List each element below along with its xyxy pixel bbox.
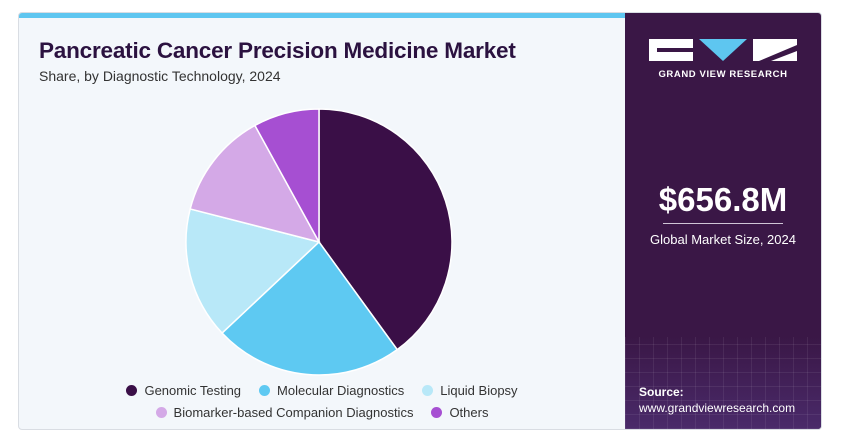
legend-item-liquid-biopsy: Liquid Biopsy — [422, 382, 518, 398]
legend-dot — [431, 406, 443, 418]
legend-dot — [422, 384, 434, 396]
pie-slice-liquid-biopsy — [185, 208, 321, 335]
source-label: Source: — [639, 385, 684, 399]
legend-dot — [155, 406, 167, 418]
pie-slice-genomic-testing — [318, 108, 453, 351]
pie-slice-others — [253, 108, 320, 243]
pie-chart — [185, 108, 453, 376]
pie-slice-molecular-diagnostics — [220, 240, 399, 376]
legend-row-2: Biomarker-based Companion Diagnostics Ot… — [19, 401, 625, 423]
market-size-value: $656.8M — [658, 181, 788, 218]
legend-item-molecular-diagnostics: Molecular Diagnostics — [259, 383, 404, 398]
source-link[interactable]: www.grandviewresearch.com — [639, 401, 796, 415]
chart-area: Pancreatic Cancer Precision Medicine Mar… — [19, 18, 625, 429]
legend-label: Others — [449, 404, 489, 420]
accent-bar — [19, 13, 625, 18]
pie-slice-biomarker-based-companion-diagnostics — [189, 124, 321, 244]
divider — [663, 223, 783, 224]
legend-item-genomic-testing: Genomic Testing — [126, 383, 241, 398]
legend-dot — [126, 384, 138, 396]
grid-decoration — [625, 337, 821, 429]
gvr-logo-icon — [649, 39, 797, 61]
legend-label: Biomarker-based Companion Diagnostics — [173, 404, 414, 420]
brand-name: GRAND VIEW RESEARCH — [658, 69, 788, 80]
legend-item-others: Others — [431, 405, 488, 420]
sidebar-panel: GRAND VIEW RESEARCH $656.8M Global Marke… — [625, 13, 821, 429]
market-size-label: Global Market Size, 2024 — [650, 232, 796, 247]
chart-card: Pancreatic Cancer Precision Medicine Mar… — [18, 12, 822, 430]
chart-subtitle: Share, by Diagnostic Technology, 2024 — [39, 68, 281, 84]
legend-label: Genomic Testing — [144, 382, 242, 398]
legend-label: Molecular Diagnostics — [277, 382, 405, 398]
legend-row-1: Genomic Testing Molecular Diagnostics Li… — [19, 379, 625, 401]
legend-dot — [259, 384, 271, 396]
chart-legend: Genomic Testing Molecular Diagnostics Li… — [19, 379, 625, 423]
legend-label: Liquid Biopsy — [440, 382, 518, 398]
chart-title: Pancreatic Cancer Precision Medicine Mar… — [39, 38, 516, 63]
legend-item-biomarker-companion-diagnostics: Biomarker-based Companion Diagnostics — [155, 404, 414, 420]
